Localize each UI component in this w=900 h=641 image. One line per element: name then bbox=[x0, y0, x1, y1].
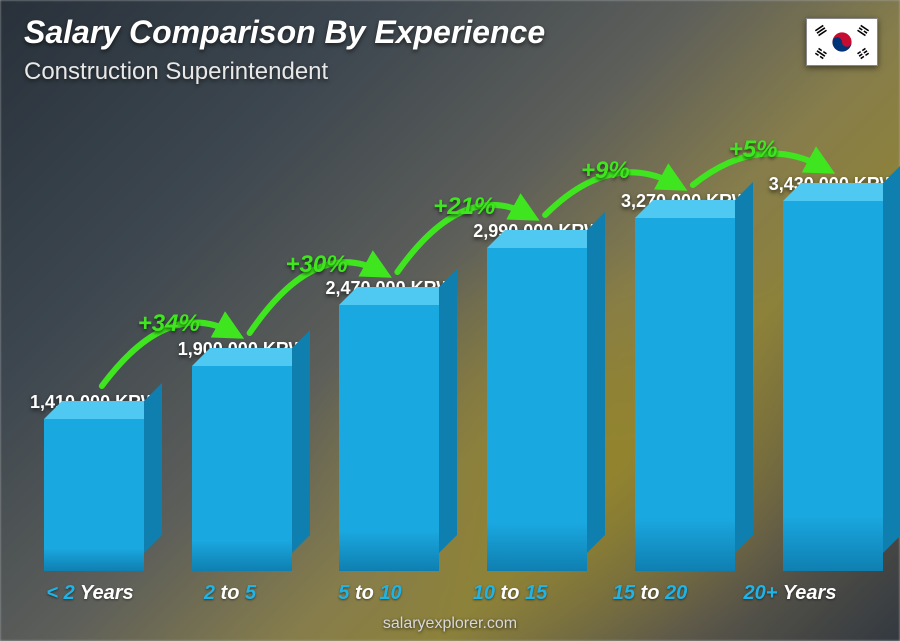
bar: 1,410,000 KRW bbox=[30, 392, 158, 571]
bar-shape bbox=[192, 366, 292, 571]
bar-shape bbox=[635, 218, 735, 571]
x-axis: < 2 Years 2 to 5 5 to 10 10 to 15 15 to 20 20… bbox=[30, 582, 850, 605]
country-flag-icon bbox=[806, 18, 878, 66]
bar-shape bbox=[487, 248, 587, 571]
x-axis-label: 15 to 20 bbox=[590, 582, 710, 605]
x-axis-label: 5 to 10 bbox=[310, 582, 430, 605]
bar: 2,470,000 KRW bbox=[326, 278, 454, 571]
x-axis-label: < 2 Years bbox=[30, 582, 150, 605]
x-axis-label: 10 to 15 bbox=[450, 582, 570, 605]
increase-percent-label: +9% bbox=[581, 157, 630, 185]
x-axis-label: 2 to 5 bbox=[170, 582, 290, 605]
page-title: Salary Comparison By Experience bbox=[24, 14, 545, 51]
bar: 2,990,000 KRW bbox=[473, 221, 601, 571]
x-axis-label: 20+ Years bbox=[730, 582, 850, 605]
bar-shape bbox=[339, 305, 439, 571]
increase-percent-label: +5% bbox=[729, 136, 778, 164]
bar: 1,900,000 KRW bbox=[178, 339, 306, 571]
increase-percent-label: +30% bbox=[286, 251, 348, 279]
footer-credit: salaryexplorer.com bbox=[0, 615, 900, 633]
increase-percent-label: +21% bbox=[433, 193, 495, 221]
bar-chart: 1,410,000 KRW1,900,000 KRW2,470,000 KRW2… bbox=[0, 100, 860, 571]
infographic-canvas: Salary Comparison By Experience Construc… bbox=[0, 0, 900, 641]
bar-shape bbox=[783, 201, 883, 571]
bar: 3,430,000 KRW bbox=[769, 174, 897, 571]
page-subtitle: Construction Superintendent bbox=[24, 58, 328, 86]
bar: 3,270,000 KRW bbox=[621, 191, 749, 571]
increase-percent-label: +34% bbox=[138, 310, 200, 338]
bar-shape bbox=[44, 419, 144, 571]
